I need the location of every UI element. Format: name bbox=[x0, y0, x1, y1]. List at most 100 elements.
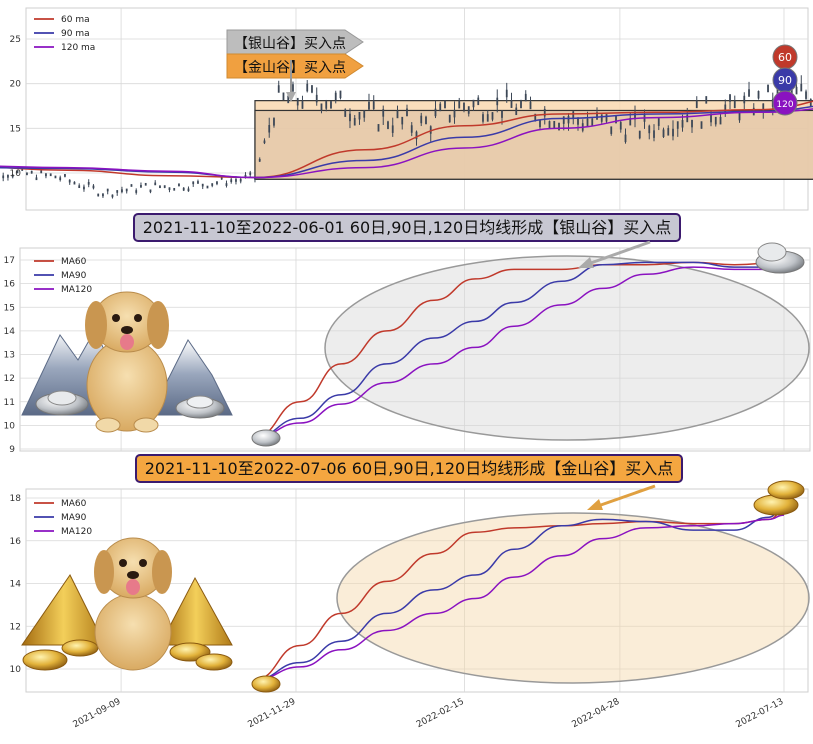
price-candle-body bbox=[767, 84, 769, 93]
price-candle-body bbox=[206, 185, 209, 189]
price-candle-body bbox=[35, 177, 38, 181]
price-candle-body bbox=[605, 114, 608, 122]
price-candle-body bbox=[292, 84, 294, 92]
price-candle-body bbox=[553, 120, 556, 129]
legend-label: 120 ma bbox=[61, 43, 95, 53]
gold-highlight-ellipse bbox=[336, 512, 810, 684]
price-candle-body bbox=[54, 175, 57, 179]
price-candle-body bbox=[78, 185, 81, 189]
price-candle-body bbox=[705, 96, 708, 104]
price-candle-body bbox=[97, 193, 100, 197]
price-candle-body bbox=[178, 183, 180, 187]
price-candle-body bbox=[453, 109, 456, 118]
price-candle-body bbox=[353, 118, 356, 126]
price-candle-body bbox=[349, 113, 351, 122]
price-candle-body bbox=[748, 89, 750, 97]
price-candle-body bbox=[467, 106, 470, 114]
price-candle-body bbox=[700, 121, 703, 129]
series-line-60-ma bbox=[0, 100, 813, 179]
price-candle-body bbox=[220, 176, 223, 180]
price-candle-body bbox=[477, 97, 480, 106]
price-candle-body bbox=[7, 174, 9, 178]
price-candle-body bbox=[567, 115, 570, 124]
silver-ingot-end-icon bbox=[755, 242, 805, 274]
price-candle-body bbox=[710, 114, 712, 123]
price-candle-body bbox=[68, 179, 71, 183]
price-candle-body bbox=[325, 101, 328, 109]
price-candle-body bbox=[667, 128, 670, 136]
y-tick-label: 25 bbox=[10, 35, 21, 45]
price-candle-body bbox=[154, 182, 157, 186]
price-candle-body bbox=[26, 172, 28, 176]
price-candle-body bbox=[429, 126, 432, 134]
silver-ingot-icon bbox=[35, 390, 225, 419]
price-candle-body bbox=[458, 100, 461, 109]
ma120-badge-text: 120 bbox=[776, 100, 793, 110]
price-candle-body bbox=[596, 112, 598, 120]
x-tick-label: 2022-02-15 bbox=[415, 697, 466, 730]
price-candle-body bbox=[406, 108, 408, 117]
series-line-ma90 bbox=[254, 505, 785, 681]
series-line-120-ma bbox=[0, 108, 813, 179]
price-candle-body bbox=[529, 101, 532, 110]
price-candle-body bbox=[624, 134, 627, 143]
y-tick-label: 10 bbox=[4, 421, 16, 431]
price-candle-body bbox=[686, 114, 689, 123]
price-candle-body bbox=[515, 107, 518, 116]
price-candle-body bbox=[638, 130, 641, 139]
price-candle-body bbox=[444, 100, 446, 109]
price-candle-body bbox=[714, 116, 717, 125]
price-candle-body bbox=[230, 179, 233, 182]
price-candle-body bbox=[11, 174, 14, 178]
price-candle-body bbox=[410, 125, 413, 133]
price-candle-body bbox=[695, 100, 698, 109]
price-candle-body bbox=[173, 187, 176, 191]
silver-y-ticks: 9 10 11 12 13 14 15 16 17 bbox=[4, 256, 16, 455]
price-legend: 60 ma 90 ma 120 ma bbox=[34, 15, 95, 53]
price-candle-body bbox=[401, 116, 404, 125]
series-line-ma120 bbox=[254, 514, 785, 681]
y-tick-label: 18 bbox=[10, 494, 22, 504]
price-candle-body bbox=[330, 101, 332, 109]
price-candle-body bbox=[738, 112, 741, 121]
gold-x-ticks: 2021-09-09 2021-11-29 2022-02-15 2022-04-28… bbox=[72, 697, 786, 731]
price-candle-body bbox=[558, 122, 560, 131]
price-candle-body bbox=[439, 103, 442, 112]
gold-valley-title: 2021-11-10至2022-07-06 60日,90日,120日均线形成【金… bbox=[145, 459, 674, 478]
y-tick-label: 14 bbox=[10, 580, 22, 590]
price-candle-body bbox=[434, 108, 437, 117]
price-candle-body bbox=[21, 168, 24, 171]
price-candle-body bbox=[64, 174, 66, 177]
silver-ingot-start-icon bbox=[251, 429, 281, 447]
gold-legend: MA60 MA90 MA120 bbox=[34, 499, 92, 537]
price-candle-body bbox=[577, 117, 579, 125]
price-candle-body bbox=[368, 101, 370, 110]
silver-pointer-arrow bbox=[578, 240, 651, 268]
price-candle-body bbox=[510, 100, 513, 108]
price-candle-body bbox=[520, 100, 522, 109]
price-candle-body bbox=[762, 103, 765, 111]
price-candle-body bbox=[182, 187, 185, 191]
price-candle-body bbox=[192, 181, 195, 185]
price-candle-body bbox=[795, 86, 798, 95]
price-candle-body bbox=[648, 125, 651, 134]
legend-label: MA60 bbox=[61, 257, 87, 267]
y-tick-label: 12 bbox=[10, 622, 21, 632]
gold-ingot-start-icon bbox=[251, 675, 281, 693]
price-candle-body bbox=[634, 111, 636, 120]
price-candle-body bbox=[301, 101, 304, 109]
price-candle-body bbox=[282, 92, 285, 101]
silver-legend: MA60 MA90 MA120 bbox=[34, 257, 92, 295]
price-candle-body bbox=[144, 182, 147, 186]
price-y-ticks: 10 15 20 25 bbox=[10, 35, 22, 179]
y-tick-label: 15 bbox=[10, 124, 21, 134]
price-candles bbox=[2, 75, 812, 199]
series-line-ma90 bbox=[254, 261, 784, 438]
price-candle-body bbox=[743, 95, 746, 104]
price-candle-body bbox=[396, 110, 399, 119]
price-candle-body bbox=[30, 170, 33, 174]
price-candle-body bbox=[296, 97, 299, 106]
price-candle-body bbox=[149, 189, 152, 193]
legend-label: MA60 bbox=[61, 499, 87, 509]
